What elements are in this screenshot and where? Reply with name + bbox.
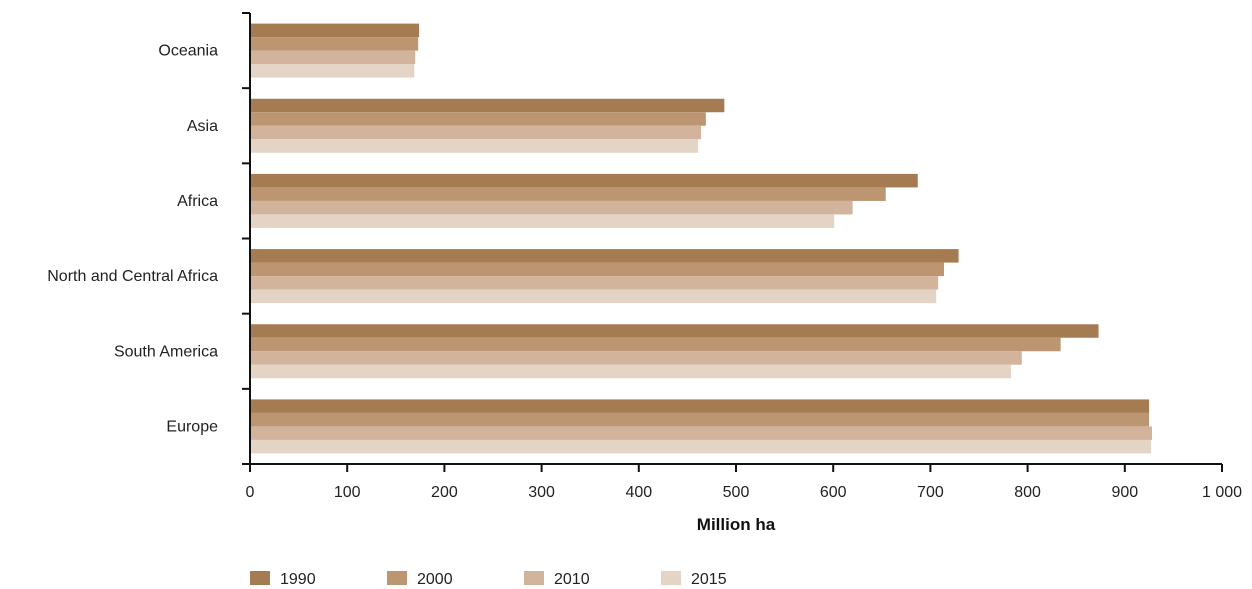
bar-europe-2015 [250, 440, 1151, 454]
x-tick-label-200: 200 [431, 484, 458, 501]
bar-asia-1990 [250, 99, 724, 113]
x-axis: 0 100 200 300 400 500 600 700 800 900 1 000 [242, 464, 1242, 501]
x-tick-label-100: 100 [334, 484, 361, 501]
category-label-europe: Europe [166, 418, 218, 435]
category-label-africa: Africa [177, 193, 218, 210]
bar-oceania-1990 [250, 24, 419, 38]
legend-swatch-2015 [661, 571, 681, 585]
bar-oceania-2010 [250, 51, 415, 64]
bar-south-america-2000 [250, 338, 1061, 352]
bar-asia-2000 [250, 112, 706, 126]
bar-asia-2015 [250, 139, 698, 153]
bar-africa-1990 [250, 174, 918, 188]
bar-north-and-central-africa-1990 [250, 249, 959, 262]
x-tick-label-600: 600 [820, 484, 847, 501]
legend: 1990 2000 2010 2015 [250, 571, 727, 588]
legend-label-1990: 1990 [280, 571, 316, 588]
bar-south-america-2015 [250, 365, 1011, 379]
category-label-south-america: South America [114, 343, 218, 360]
legend-item-2000: 2000 [387, 571, 453, 588]
category-label-oceania: Oceania [158, 43, 218, 60]
bar-oceania-2015 [250, 64, 414, 78]
bar-europe-1990 [250, 399, 1149, 413]
bar-south-america-2010 [250, 351, 1022, 365]
bar-europe-2010 [250, 426, 1152, 440]
bar-asia-2010 [250, 126, 701, 140]
bar-africa-2015 [250, 214, 834, 228]
bar-south-america-1990 [250, 324, 1099, 338]
x-tick-label-1000: 1 000 [1202, 484, 1242, 501]
bar-europe-2000 [250, 413, 1149, 427]
bar-north-and-central-africa-2010 [250, 276, 938, 290]
legend-item-1990: 1990 [250, 571, 316, 588]
x-tick-label-300: 300 [528, 484, 555, 501]
bar-africa-2000 [250, 187, 886, 201]
legend-swatch-2000 [387, 571, 407, 585]
x-tick-label-800: 800 [1014, 484, 1041, 501]
x-tick-label-400: 400 [625, 484, 652, 501]
bar-oceania-2000 [250, 37, 418, 51]
x-axis-title: Million ha [697, 515, 776, 534]
x-tick-label-700: 700 [917, 484, 944, 501]
bar-north-and-central-africa-2015 [250, 290, 936, 304]
category-label-asia: Asia [187, 118, 218, 135]
x-tick-label-500: 500 [723, 484, 750, 501]
legend-label-2000: 2000 [417, 571, 453, 588]
category-label-north-and-central-africa: North and Central Africa [47, 268, 218, 285]
bar-africa-2010 [250, 201, 853, 215]
x-tick-label-900: 900 [1111, 484, 1138, 501]
bars-group [250, 24, 1152, 454]
legend-item-2010: 2010 [524, 571, 590, 588]
bar-north-and-central-africa-2000 [250, 263, 944, 277]
legend-item-2015: 2015 [661, 571, 727, 588]
legend-swatch-1990 [250, 571, 270, 585]
y-axis: Europe South America North and Central Afr… [47, 13, 250, 464]
legend-swatch-2010 [524, 571, 544, 585]
legend-label-2015: 2015 [691, 571, 727, 588]
x-tick-label-0: 0 [246, 484, 255, 501]
legend-label-2010: 2010 [554, 571, 590, 588]
